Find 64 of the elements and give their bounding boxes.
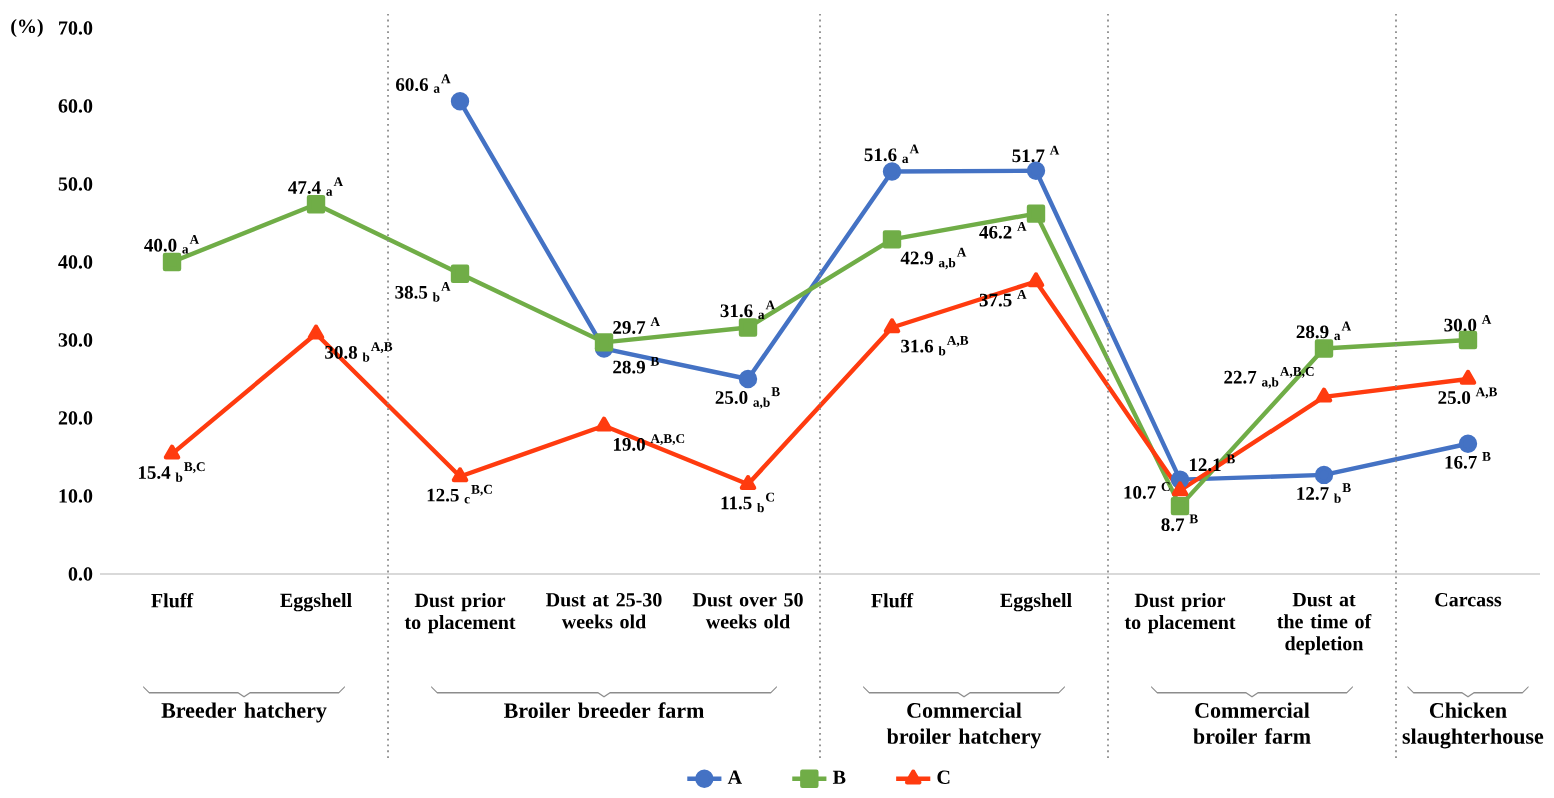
y-tick-label: 70.0 bbox=[59, 21, 93, 35]
point bbox=[307, 324, 325, 340]
data-label: 16.7 $^{B}$ bbox=[1445, 452, 1491, 469]
x-tick-label: Carcass bbox=[1435, 593, 1502, 607]
point bbox=[450, 264, 470, 283]
point bbox=[1026, 204, 1046, 223]
data-label: 30.0 $^{A}$ bbox=[1444, 314, 1492, 332]
point bbox=[595, 416, 613, 432]
x-tick-label: Dust prior to placement bbox=[1124, 593, 1236, 634]
point bbox=[739, 475, 757, 490]
point bbox=[450, 92, 470, 111]
point bbox=[1458, 434, 1478, 453]
data-label: 29.7 $^{A}$ bbox=[613, 317, 660, 334]
point bbox=[451, 467, 469, 483]
y-tick-label: 30.0 bbox=[58, 333, 93, 347]
text: Chicken slaughterhouse bbox=[1402, 702, 1544, 749]
y-tick-label: 0.0 bbox=[68, 567, 93, 581]
point bbox=[1314, 339, 1334, 358]
point bbox=[1315, 387, 1333, 403]
data-label: 8.7 $^{B}$ bbox=[1161, 514, 1198, 532]
data-label: 10.7 $^{C}$ bbox=[1124, 482, 1170, 499]
point bbox=[1458, 330, 1478, 350]
legend-label: A bbox=[727, 770, 742, 784]
y-axis-title: (%) bbox=[11, 18, 43, 38]
y-tick-label: 50.0 bbox=[58, 177, 93, 191]
text: Commercial broiler farm bbox=[1193, 702, 1311, 744]
point bbox=[306, 195, 326, 214]
data-label: 46.2 $^{A}$ bbox=[979, 222, 1027, 239]
x-tick-label: Fluff bbox=[151, 593, 194, 608]
point bbox=[1026, 161, 1046, 180]
point bbox=[594, 333, 614, 352]
x-tick-label: Dust prior to placement bbox=[404, 593, 516, 634]
point bbox=[1170, 496, 1190, 516]
x-tick-label: Eggshell bbox=[1000, 593, 1072, 612]
x-tick-label: Dust over 50 weeks old bbox=[692, 593, 803, 629]
data-label: 28.9 $^{B}$ bbox=[613, 356, 659, 374]
y-tick-label: 60.0 bbox=[58, 99, 93, 113]
point bbox=[1027, 272, 1045, 288]
point bbox=[883, 318, 901, 334]
data-label: 19.0 $^{A,B,C}$ bbox=[613, 434, 685, 451]
y-tick-label: 40.0 bbox=[58, 255, 93, 269]
y-tick-label: 20.0 bbox=[58, 411, 93, 425]
text: Breeder hatchery bbox=[161, 702, 327, 723]
point bbox=[738, 369, 758, 389]
legend-label: C bbox=[937, 770, 950, 785]
point bbox=[882, 230, 902, 249]
x-tick-label: Eggshell bbox=[280, 593, 352, 612]
point bbox=[882, 162, 902, 181]
point bbox=[162, 252, 182, 272]
legend-label: B bbox=[832, 770, 846, 784]
point bbox=[1314, 465, 1334, 485]
x-tick-label: Fluff bbox=[871, 593, 914, 608]
text: Broiler breeder farm bbox=[504, 702, 705, 719]
y-tick-label: 10.0 bbox=[59, 489, 93, 503]
x-tick-label: Dust at the time of depletion bbox=[1277, 593, 1372, 655]
x-tick-label: Dust at 25-30 weeks old bbox=[546, 593, 662, 629]
point bbox=[1171, 481, 1189, 497]
point bbox=[738, 318, 758, 337]
data-label: 37.5 $^{A}$ bbox=[979, 289, 1027, 307]
point bbox=[1459, 369, 1477, 385]
text: Commercial broiler hatchery bbox=[886, 702, 1042, 749]
data-label: 51.7 $^{A}$ bbox=[1012, 145, 1060, 163]
point bbox=[163, 444, 181, 460]
data-label: 25.0 $^{A,B}$ bbox=[1438, 387, 1498, 405]
